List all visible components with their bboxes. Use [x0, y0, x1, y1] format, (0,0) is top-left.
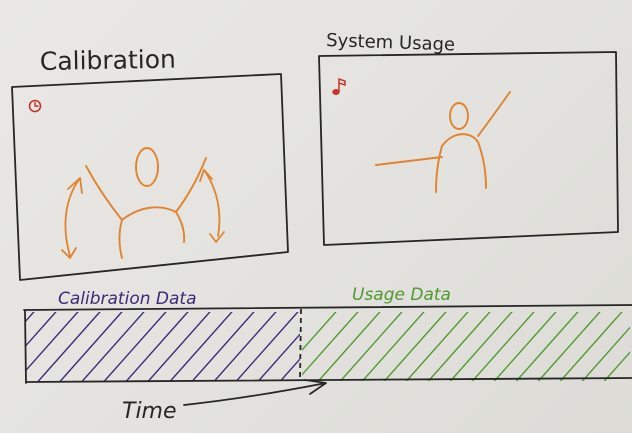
calibration-frame	[11, 73, 289, 281]
calibration-figure	[85, 147, 207, 259]
rotate-arrow-left-icon	[61, 177, 83, 259]
usage-data-hatch	[302, 312, 630, 381]
usage-figure	[375, 91, 511, 193]
clock-icon	[28, 99, 42, 113]
usage-data-label: Usage Data	[352, 285, 451, 305]
calibration-panel: Calibration	[11, 45, 289, 281]
music-note-icon	[332, 77, 346, 96]
timeline-bar: Calibration Data Usage Data	[23, 285, 632, 384]
usage-title: System Usage	[326, 30, 456, 55]
rotate-arrow-right-icon	[199, 169, 225, 243]
time-label: Time	[122, 399, 177, 424]
calibration-title: Calibration	[40, 45, 177, 76]
timeline-divider	[299, 308, 302, 382]
calibration-data-hatch	[26, 312, 300, 381]
usage-frame	[318, 51, 619, 246]
time-arrow-icon	[183, 379, 327, 406]
timeline-outline	[23, 304, 632, 384]
usage-panel: System Usage	[318, 30, 619, 246]
time-axis: Time	[122, 379, 327, 424]
calibration-data-label: Calibration Data	[58, 289, 197, 309]
